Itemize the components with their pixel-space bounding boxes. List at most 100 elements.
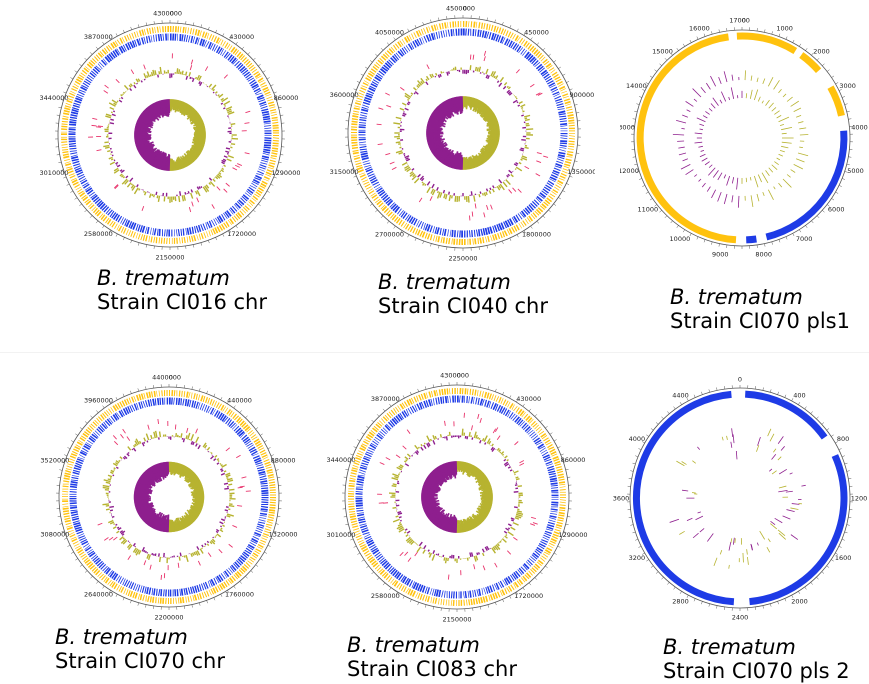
ruler-tick: [711, 241, 713, 245]
cds-forward-feature: [213, 36, 218, 43]
cds-forward-feature: [218, 225, 224, 231]
ruler-tick: [841, 455, 845, 458]
cds-forward-feature: [378, 568, 384, 573]
cds-reverse-feature: [523, 424, 529, 431]
gc-content-bar: [228, 483, 233, 486]
cds-reverse-feature: [395, 52, 401, 59]
cds-forward-feature: [243, 564, 250, 569]
gc-content-bar: [229, 488, 235, 491]
cds-reverse-feature: [76, 458, 84, 463]
genome-map-ci070-chr: 4400000 0 440000 880000 1320000 1760000 220000…: [38, 372, 300, 622]
ruler-tick: [764, 29, 766, 33]
ruler-tick: [276, 99, 280, 101]
gc-content-bar: [421, 181, 424, 184]
gc-content-bar: [477, 552, 481, 555]
gc-content-bar: [178, 195, 181, 203]
cds-reverse-feature: [84, 443, 92, 449]
gc-content-bar: [115, 460, 120, 464]
gc-skew-bar: [476, 472, 485, 481]
gc-content-bar: [110, 158, 114, 161]
cds-reverse-feature: [110, 415, 116, 423]
cds-reverse-feature: [399, 412, 404, 420]
gc-content-bar: [143, 191, 147, 196]
cds-forward-feature: [395, 217, 401, 224]
gc-content-bar: [216, 533, 222, 538]
ruler-tick: [63, 91, 67, 94]
ruler-tick: [634, 110, 638, 113]
rna-feature: [196, 197, 200, 203]
gc-content-bar: [225, 474, 231, 478]
gc-content-bar: [443, 193, 446, 199]
cds-forward-feature: [540, 56, 546, 62]
gc-content-bar: [214, 536, 217, 539]
gc-skew-bar: [188, 514, 196, 522]
rna-feature: [535, 92, 541, 96]
tick-label: 1290000: [272, 169, 300, 177]
gc-content-bar: [110, 469, 115, 473]
rna-feature: [471, 211, 474, 217]
cds-reverse-feature: [547, 80, 554, 85]
ruler-tick: [262, 70, 266, 73]
cds-reverse-feature: [551, 171, 559, 176]
cds-forward-feature: [386, 209, 391, 216]
gc-content-bar: [146, 440, 149, 443]
gc-content-bar: [116, 164, 118, 166]
rna-feature: [97, 522, 103, 526]
ruler-tick: [696, 36, 699, 40]
gc-content-bar: [193, 551, 197, 556]
ruler-tick: [835, 191, 839, 194]
gc-content-bar: [227, 110, 233, 114]
cds-forward-feature: [244, 426, 251, 432]
cds-forward-feature: [69, 92, 76, 97]
ruler-tick: [353, 175, 357, 178]
gc-skew-bar: [486, 140, 498, 147]
cds-reverse-feature: [131, 40, 136, 48]
rna-feature: [237, 505, 243, 507]
gc-content-bar: [406, 102, 410, 106]
cds-forward-feature: [109, 581, 114, 587]
cds-forward-feature: [370, 429, 376, 435]
cds-reverse-feature: [387, 421, 394, 428]
ruler-tick: [696, 236, 699, 240]
gc-bar: [797, 152, 809, 157]
gc-bar: [776, 157, 781, 161]
tick-label: 15000: [652, 47, 673, 55]
gc-skew-bar: [429, 116, 446, 126]
gc-content-bar: [392, 473, 400, 477]
cds-forward-feature: [544, 549, 551, 554]
gc-content-bar: [122, 539, 128, 545]
tick-label: 2640000: [84, 591, 113, 599]
gc-content-bar: [478, 66, 482, 73]
cds-forward-feature: [259, 82, 266, 86]
ruler-tick: [516, 28, 519, 32]
cds-reverse-feature: [390, 203, 397, 210]
cds-reverse-feature: [427, 399, 432, 407]
cds-reverse-feature: [238, 431, 245, 437]
cds-forward-feature: [210, 588, 215, 595]
ruler-tick: [805, 48, 808, 51]
gc-content-bar: [206, 446, 211, 451]
gc-content-bar: [448, 194, 452, 201]
caption-species: B. trematum: [670, 285, 803, 309]
gc-content-bar: [411, 175, 417, 181]
gc-bar: [781, 145, 789, 149]
tick-label: 0: [170, 10, 174, 18]
cds-forward-feature: [372, 562, 379, 568]
cds-reverse-feature: [230, 422, 236, 429]
gc-skew-bar: [465, 160, 468, 170]
tick-label: 4300000: [153, 10, 182, 18]
ruler-tick: [258, 64, 261, 67]
ruler-tick: [572, 96, 576, 98]
ruler-tick: [432, 606, 434, 610]
cds-reverse-feature: [490, 32, 495, 41]
cds-reverse-feature: [234, 561, 241, 568]
gc-content-bar: [516, 511, 524, 516]
cds-forward-feature: [376, 566, 382, 572]
cds-reverse-feature: [228, 420, 235, 428]
ruler-tick: [95, 46, 99, 50]
cds-forward-feature: [214, 586, 219, 593]
cds-reverse-feature: [92, 555, 99, 562]
ruler-tick: [480, 384, 482, 388]
gc-content-bar: [131, 448, 134, 451]
gc-content-bar: [507, 527, 511, 530]
